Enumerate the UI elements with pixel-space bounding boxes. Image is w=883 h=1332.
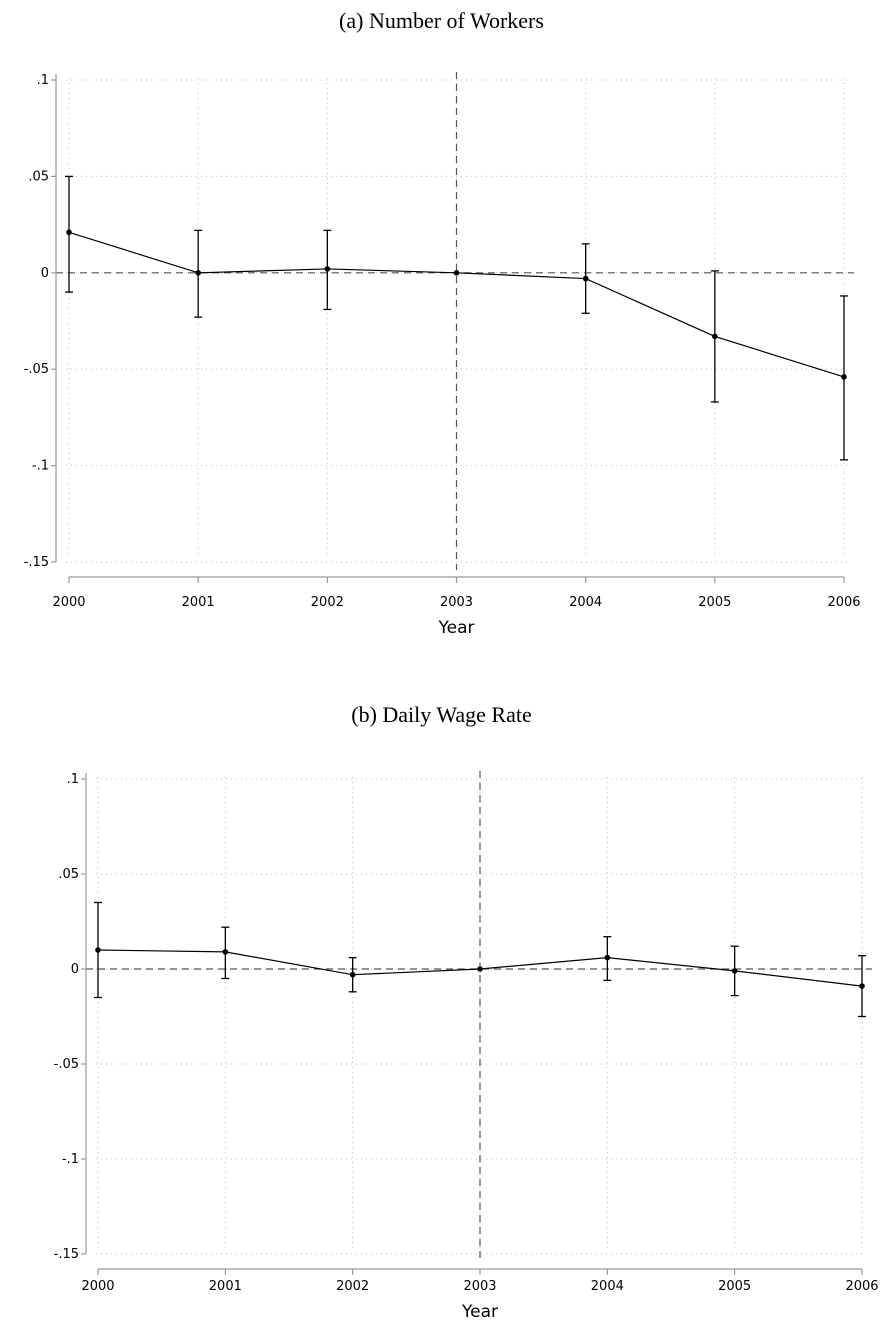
x-axis-title: Year <box>461 1302 498 1322</box>
y-tick-label: -.15 <box>54 1247 79 1262</box>
y-tick-label: -.05 <box>24 362 49 377</box>
chart-title: (a) Number of Workers <box>339 8 544 33</box>
chart-workers: .1 .05 0 -.05 -.1 -.15 2000 2001 2002 2003 2004 200… <box>24 72 861 638</box>
y-tick-label: -.05 <box>54 1057 79 1072</box>
x-axis-title: Year <box>438 618 475 638</box>
y-tick-label: .05 <box>58 867 79 882</box>
data-point <box>841 374 847 380</box>
x-tick-label: 2006 <box>845 1279 878 1294</box>
chart-panel-workers: (a) Number of Workers .1 .05 0 -.05 -.1 -.15 2… <box>0 0 883 660</box>
data-point <box>324 266 331 272</box>
chart-title: (b) Daily Wage Rate <box>351 702 532 727</box>
data-point <box>731 968 738 974</box>
y-tick-label: 0 <box>41 266 49 281</box>
x-tick-label: 2001 <box>182 595 215 610</box>
x-tick-label: 2003 <box>440 595 473 610</box>
x-tick-label: 2003 <box>463 1279 496 1294</box>
x-tick-label: 2001 <box>209 1279 242 1294</box>
chart-wage: .1 .05 0 -.05 -.1 -.15 2000 2001 2002 2003 2004 200… <box>54 771 879 1322</box>
y-tick-label: .05 <box>28 169 49 184</box>
y-tick-label: -.1 <box>62 1152 79 1167</box>
data-point <box>477 966 483 972</box>
y-tick-label: 0 <box>71 962 79 977</box>
x-tick-label: 2002 <box>336 1279 369 1294</box>
grid <box>96 777 866 1255</box>
x-tick-label: 2000 <box>81 1279 114 1294</box>
data-point <box>195 270 201 276</box>
data-point <box>582 275 589 282</box>
data-point <box>712 333 718 340</box>
data-point <box>453 270 460 276</box>
x-tick-label: 2000 <box>52 595 85 610</box>
y-tick-label: .1 <box>67 772 79 787</box>
data-point <box>349 971 356 978</box>
x-tick-label: 2002 <box>311 595 344 610</box>
data-point <box>604 954 611 961</box>
data-point <box>95 947 101 953</box>
data-point <box>859 983 865 989</box>
y-tick-label: -.1 <box>32 459 49 474</box>
y-tick-label: .1 <box>37 73 49 88</box>
chart-panel-wage: (b) Daily Wage Rate .1 .05 0 -.05 -.1 -.15 200… <box>0 690 883 1329</box>
y-tick-label: -.15 <box>24 555 49 570</box>
x-tick-label: 2006 <box>827 595 860 610</box>
x-tick-label: 2004 <box>591 1279 624 1294</box>
x-tick-label: 2005 <box>698 595 731 610</box>
x-tick-label: 2005 <box>718 1279 751 1294</box>
data-point <box>66 229 72 236</box>
grid <box>66 78 848 563</box>
data-point <box>222 949 229 955</box>
x-tick-label: 2004 <box>569 595 602 610</box>
